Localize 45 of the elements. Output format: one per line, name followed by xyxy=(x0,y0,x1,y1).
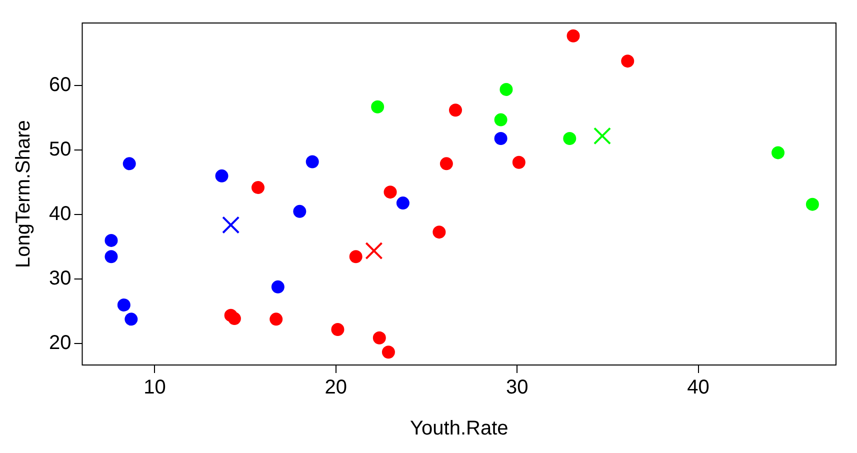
point xyxy=(372,331,386,344)
y-tick-label: 50 xyxy=(48,138,72,161)
point xyxy=(365,242,383,260)
point xyxy=(384,186,397,199)
point xyxy=(772,146,785,160)
y-axis-title: LongTerm.Share xyxy=(12,120,35,268)
point xyxy=(566,29,580,42)
point xyxy=(104,250,118,264)
point xyxy=(449,104,462,117)
point xyxy=(306,155,319,168)
x-tick-label: 40 xyxy=(687,376,710,399)
point xyxy=(215,169,228,182)
point xyxy=(382,346,395,359)
point xyxy=(124,312,138,326)
point xyxy=(349,250,362,264)
point xyxy=(293,204,306,218)
point xyxy=(222,216,240,234)
y-tick-label: 30 xyxy=(48,268,72,290)
point xyxy=(228,312,241,326)
point xyxy=(122,157,136,170)
point xyxy=(512,156,526,169)
y-tick-label: 60 xyxy=(48,74,72,96)
point xyxy=(271,280,284,294)
y-tick-label: 20 xyxy=(48,332,72,354)
point xyxy=(621,54,634,68)
point xyxy=(494,132,508,146)
x-tick-label: 20 xyxy=(324,376,348,399)
x-axis-title: Youth.Rate xyxy=(410,418,508,440)
point xyxy=(500,82,513,96)
point xyxy=(371,100,384,114)
x-tick-label: 30 xyxy=(506,376,528,399)
point xyxy=(494,113,508,126)
point xyxy=(432,226,446,239)
point xyxy=(252,181,264,194)
x-tick-label: 10 xyxy=(144,376,166,399)
y-tick-label: 40 xyxy=(48,203,72,226)
point xyxy=(396,196,410,210)
point xyxy=(117,298,130,312)
point xyxy=(563,132,576,146)
point xyxy=(104,234,118,247)
point xyxy=(806,198,819,211)
point xyxy=(270,312,283,326)
point xyxy=(593,127,612,145)
point xyxy=(331,323,344,336)
point xyxy=(440,157,453,170)
